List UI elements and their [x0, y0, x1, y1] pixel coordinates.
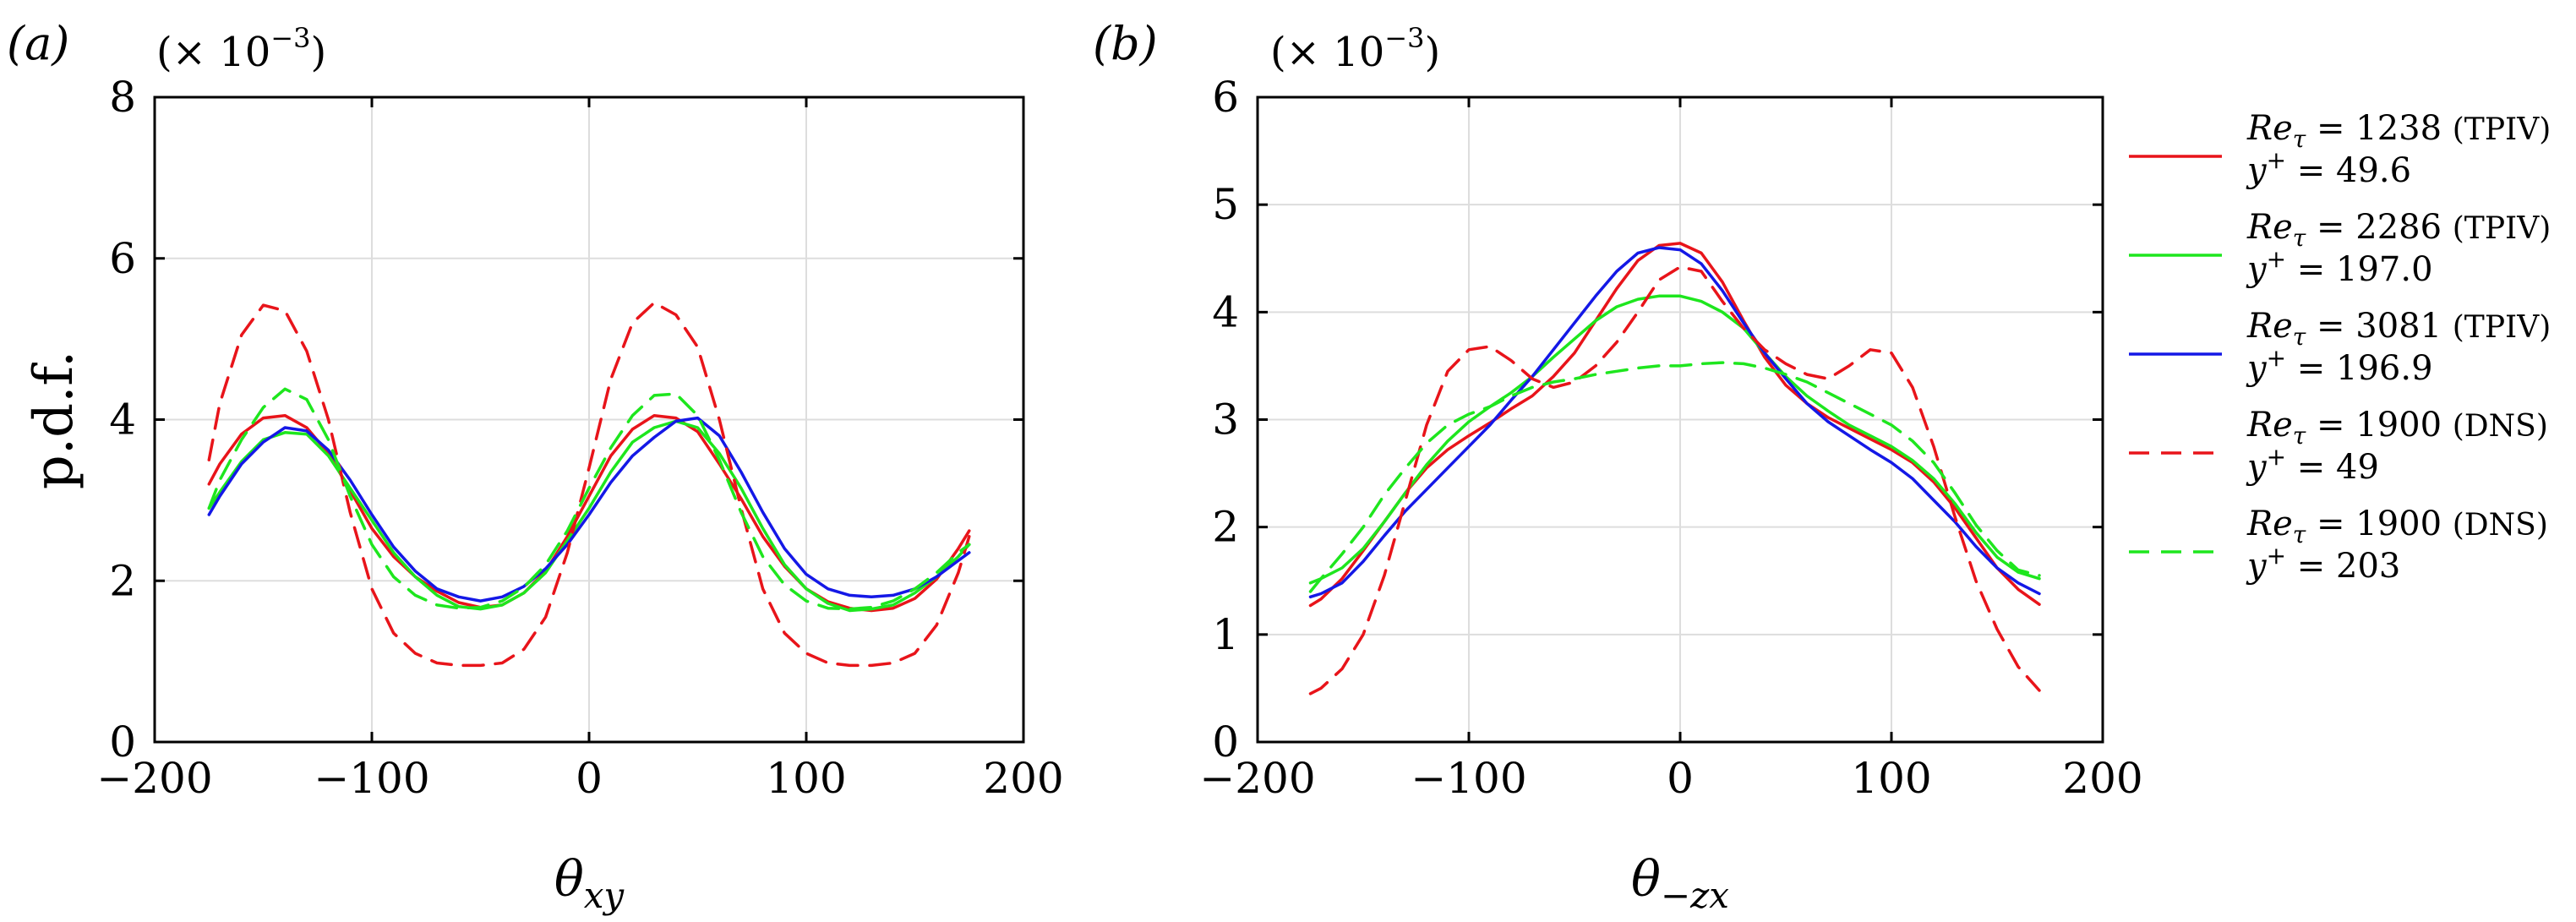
series-line-4 — [207, 301, 971, 668]
x-tick-label: −100 — [1411, 754, 1526, 803]
y-tick-label: 0 — [109, 717, 136, 767]
y-tick-label: 5 — [1212, 180, 1239, 229]
x-tick-label: −100 — [314, 754, 429, 803]
lines-a — [207, 301, 971, 668]
x-tick-label: 100 — [1851, 754, 1931, 803]
legend-label-yplus: y+ = 197.0 — [2246, 245, 2433, 289]
multiplier-b: (× 10−3) — [1270, 22, 1440, 76]
series-line-2 — [207, 419, 971, 613]
y-tick-label: 1 — [1212, 610, 1239, 659]
x-axis-label-b: θ−zx — [1631, 850, 1729, 916]
y-tick-label: 2 — [1212, 503, 1239, 552]
legend-entry-1: Reτ = 1238 (TPIV)y+ = 49.6 — [2129, 109, 2551, 190]
legend-label-re: Reτ = 2286 (TPIV) — [2246, 208, 2551, 252]
legend-label-yplus: y+ = 49.6 — [2246, 146, 2411, 190]
legend-label-yplus: y+ = 196.9 — [2246, 344, 2433, 388]
lines-b — [1308, 242, 2041, 696]
y-tick-label: 3 — [1212, 396, 1239, 445]
legend-entry-2: Reτ = 2286 (TPIV)y+ = 197.0 — [2129, 208, 2551, 289]
multiplier-a: (× 10−3) — [156, 22, 326, 76]
x-tick-label: 100 — [766, 754, 846, 803]
legend-entry-4: Reτ = 1900 (DNS)y+ = 49 — [2129, 406, 2548, 487]
grid-b — [1258, 97, 2103, 742]
panel-label-b: (b) — [1093, 17, 1158, 70]
x-tick-label: 0 — [1667, 754, 1694, 803]
series-line-4 — [1308, 265, 2041, 696]
y-tick-label: 0 — [1212, 717, 1239, 767]
legend: Reτ = 1238 (TPIV)y+ = 49.6 Reτ = 2286 (TP… — [2129, 109, 2551, 586]
y-tick-label: 6 — [1212, 73, 1239, 122]
legend-label-re: Reτ = 1900 (DNS) — [2246, 505, 2548, 548]
x-tick-label: 0 — [576, 754, 603, 803]
series-line-5 — [1308, 361, 2041, 593]
legend-label-re: Reτ = 1238 (TPIV) — [2246, 109, 2551, 153]
series-line-1 — [1308, 242, 2041, 608]
y-tick-label: 4 — [1212, 287, 1239, 336]
series-line-3 — [1308, 246, 2041, 599]
x-tick-label: 200 — [983, 754, 1063, 803]
legend-label-re: Reτ = 3081 (TPIV) — [2246, 307, 2551, 351]
legend-entry-5: Reτ = 1900 (DNS)y+ = 203 — [2129, 505, 2548, 586]
x-tick-label: 200 — [2062, 754, 2142, 803]
plot-frame-b — [1256, 95, 2104, 744]
y-tick-label: 6 — [109, 234, 136, 283]
plot-frame-a — [153, 95, 1025, 744]
legend-label-yplus: y+ = 203 — [2246, 542, 2400, 586]
y-axis-label-a: p.d.f. — [23, 351, 85, 489]
panel-label-a: (a) — [7, 17, 69, 70]
legend-label-re: Reτ = 1900 (DNS) — [2246, 406, 2548, 450]
legend-label-yplus: y+ = 49 — [2246, 443, 2379, 487]
y-tick-label: 2 — [109, 556, 136, 605]
legend-entry-3: Reτ = 3081 (TPIV)y+ = 196.9 — [2129, 307, 2551, 388]
series-line-5 — [207, 387, 971, 611]
series-line-3 — [207, 416, 971, 603]
panel-b: −200 −100 0 100 200 0 1 2 3 4 5 6 (b) (× 10−3) θ−zx — [1093, 17, 2143, 916]
y-tick-label: 4 — [109, 396, 136, 445]
x-tick-label: −200 — [1199, 754, 1315, 803]
grid-a — [155, 97, 1023, 742]
x-tick-label: −200 — [96, 754, 212, 803]
ticks-a: −200 −100 0 100 200 0 2 4 6 8 — [96, 73, 1063, 803]
series-line-2 — [1308, 294, 2041, 585]
panel-a: −200 −100 0 100 200 0 2 4 6 8 (a) (× 10−3) p.d.f.… — [7, 17, 1064, 916]
x-axis-label-a: θxy — [554, 850, 625, 916]
ticks-b: −200 −100 0 100 200 0 1 2 3 4 5 6 — [1199, 73, 2142, 803]
y-tick-label: 8 — [109, 73, 136, 122]
